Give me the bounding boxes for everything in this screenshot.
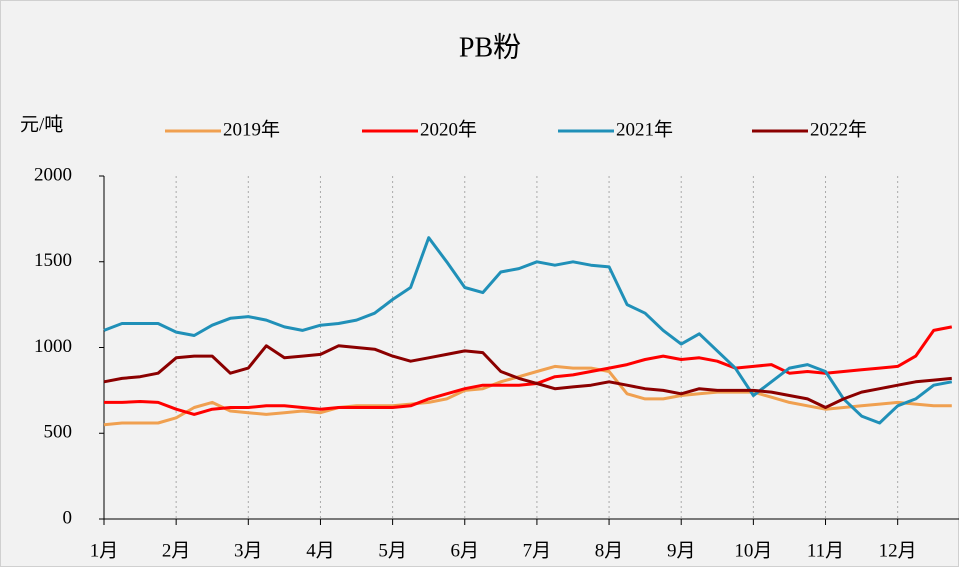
x-tick-label: 2月 xyxy=(162,540,191,561)
y-tick-label: 0 xyxy=(63,507,73,528)
series-line xyxy=(104,325,953,416)
x-tick-label: 12月 xyxy=(879,540,917,561)
x-tick-label: 5月 xyxy=(378,540,407,561)
x-tick-label: 10月 xyxy=(734,540,772,561)
y-tick-label: 2000 xyxy=(34,164,72,185)
x-tick-label: 8月 xyxy=(595,540,624,561)
x-tick-label: 9月 xyxy=(667,540,696,561)
legend-label: 2021年 xyxy=(616,118,673,140)
x-tick-label: 6月 xyxy=(451,540,480,561)
legend-label: 2022年 xyxy=(810,118,867,140)
y-tick-label: 500 xyxy=(44,422,73,443)
series-line xyxy=(103,236,953,425)
series-line xyxy=(103,364,952,427)
legend-label: 2019年 xyxy=(223,118,280,140)
y-axis-label: 元/吨 xyxy=(20,113,63,135)
x-tick-label: 3月 xyxy=(234,540,263,561)
y-tick-label: 1000 xyxy=(34,336,72,357)
legend-label: 2020年 xyxy=(420,118,477,140)
series-line xyxy=(103,344,952,409)
y-tick-label: 1500 xyxy=(34,250,72,271)
x-tick-label: 7月 xyxy=(523,540,552,561)
x-tick-label: 1月 xyxy=(90,540,119,561)
chart-title: PB粉 xyxy=(459,31,521,63)
x-tick-label: 4月 xyxy=(306,540,335,561)
x-tick-label: 11月 xyxy=(807,540,844,561)
